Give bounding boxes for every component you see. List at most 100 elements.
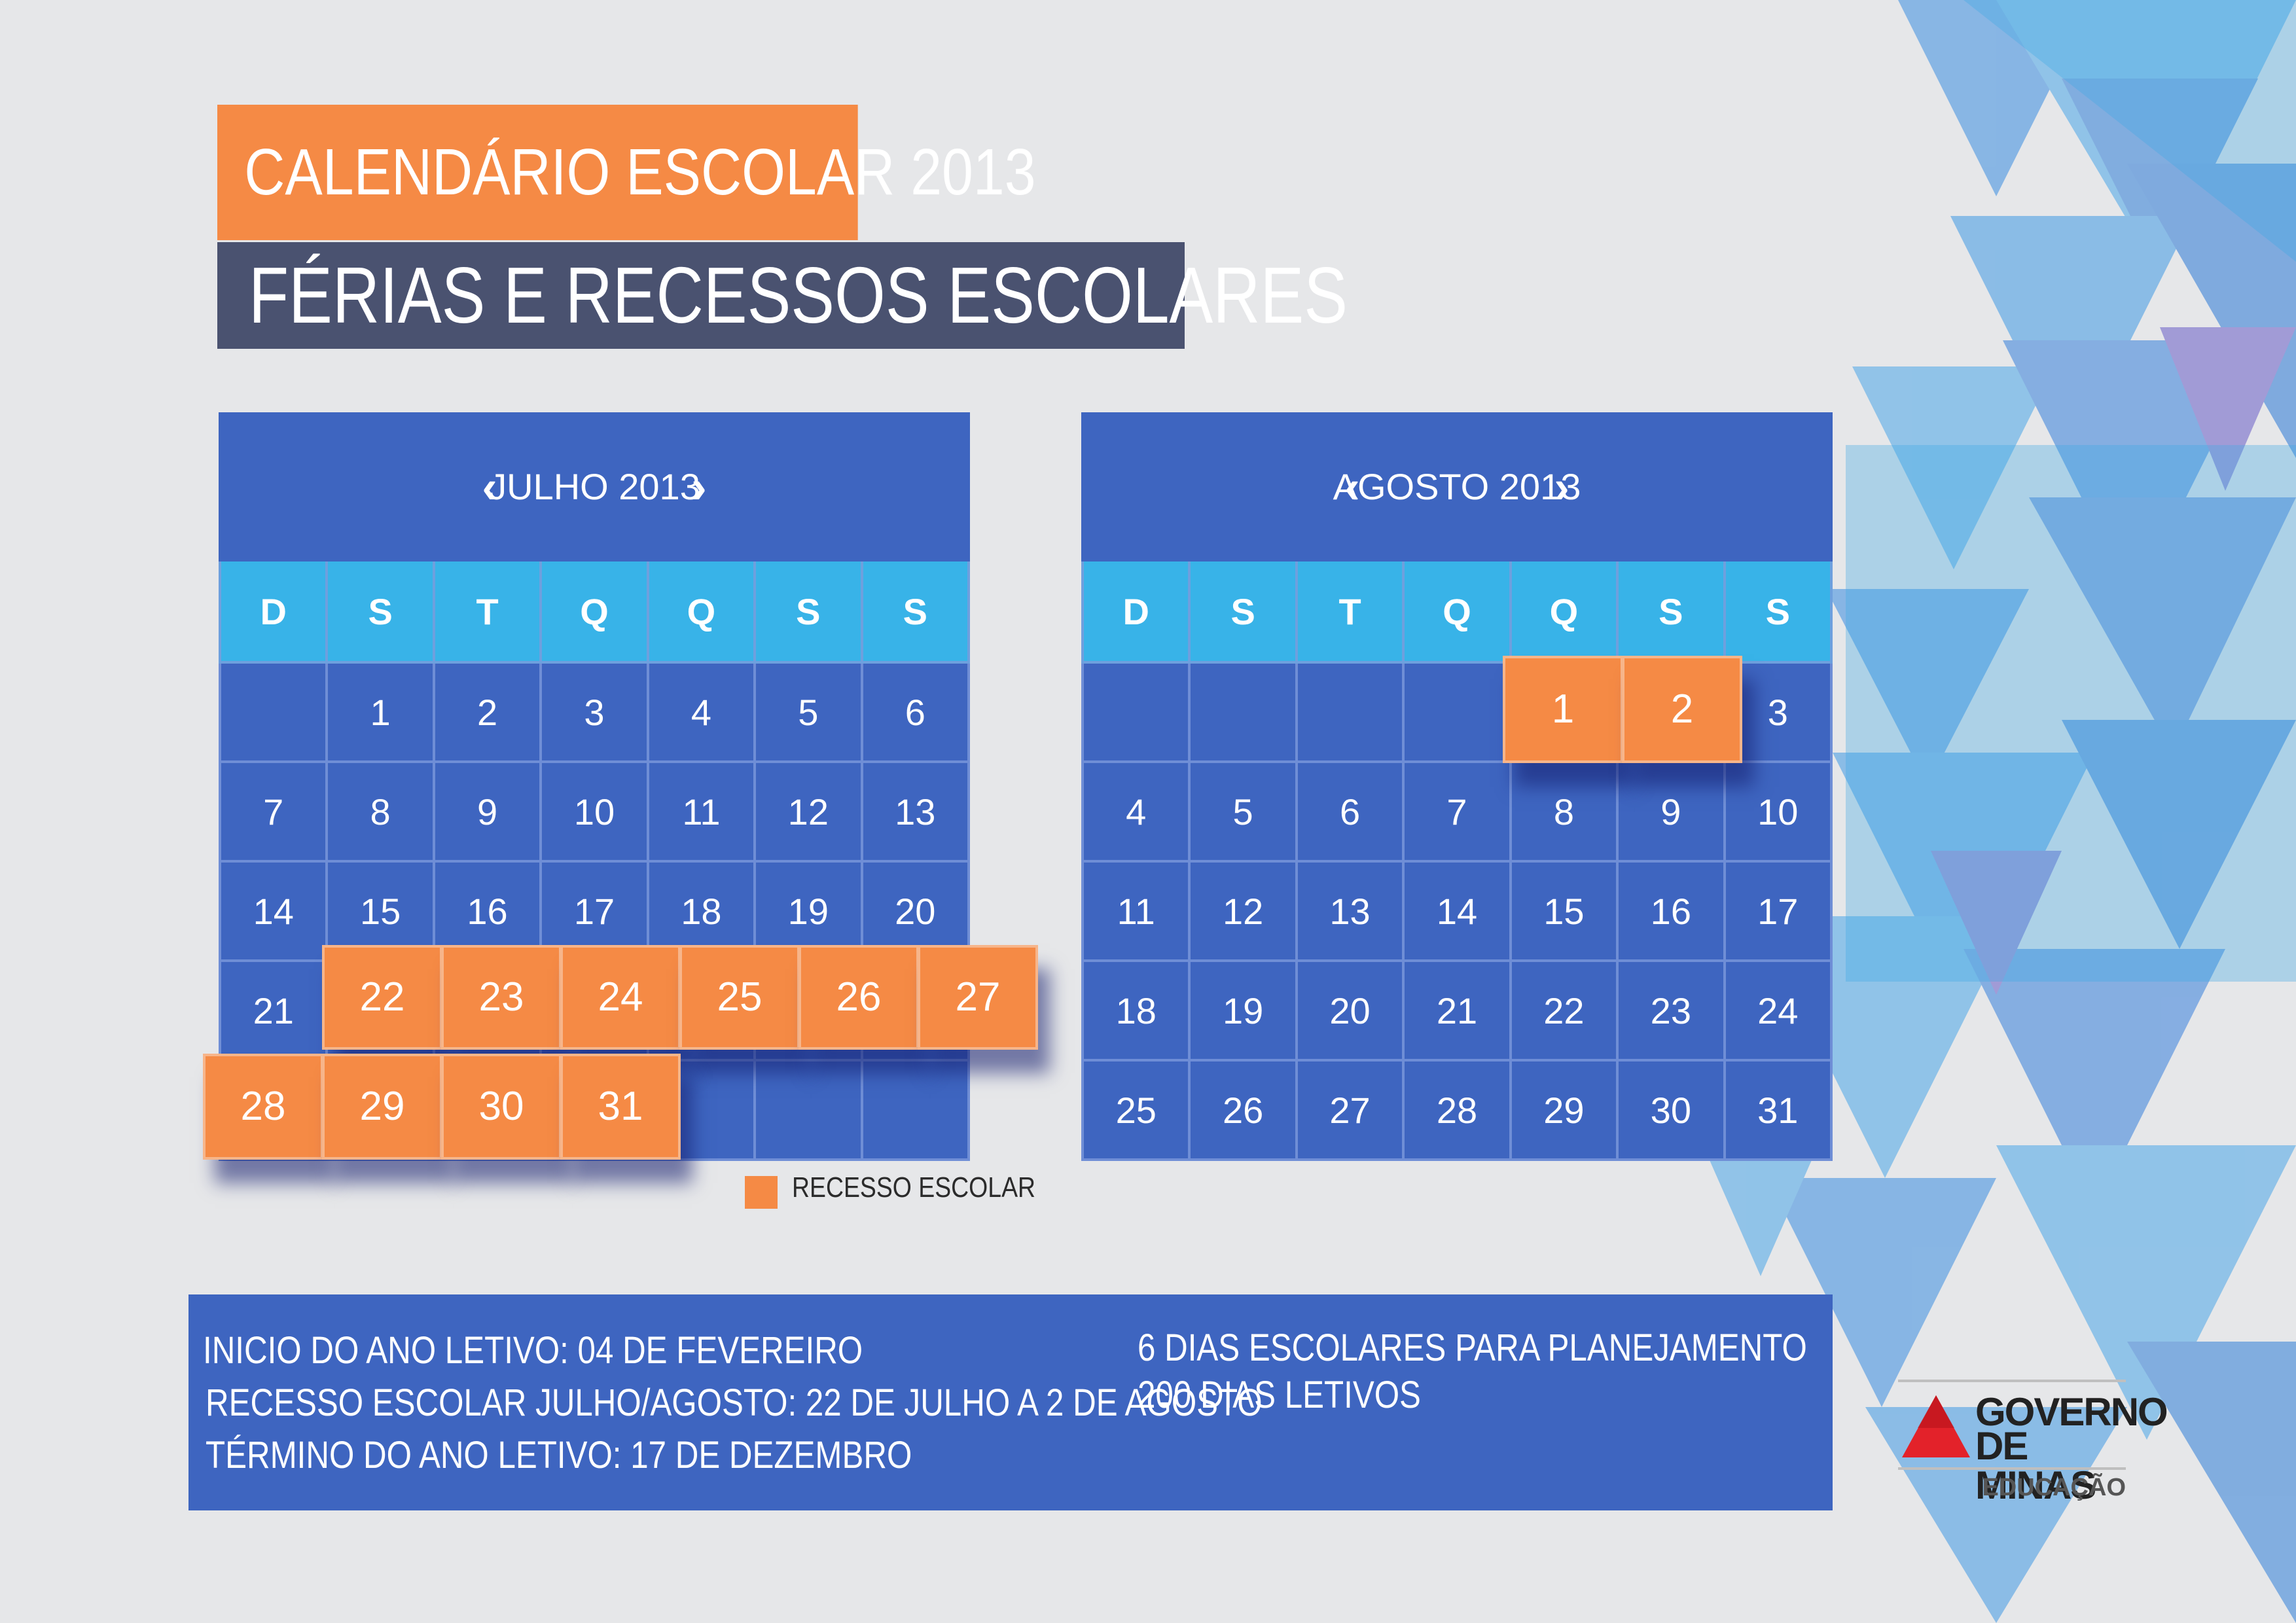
week-row: 1 2 3 4 5 6 [218,661,971,763]
day-cell[interactable]: 11 [1081,860,1191,962]
weekday-label: D [1081,562,1191,664]
recess-day-cell[interactable]: 22 [322,945,442,1050]
day-cell[interactable]: 19 [1188,959,1298,1061]
day-cell[interactable]: 25 [1081,1059,1191,1161]
recess-day-cell[interactable]: 28 [203,1054,323,1160]
recess-day-cell[interactable]: 2 [1622,656,1742,763]
day-cell[interactable]: 31 [1723,1059,1833,1161]
weekday-label: S [325,562,435,664]
week-row: 7 8 9 10 11 12 13 [218,760,971,863]
logo-text-line1: GOVERNO [1975,1390,2168,1434]
day-cell[interactable] [1188,661,1298,763]
recess-day-cell[interactable]: 29 [322,1054,442,1160]
day-cell[interactable]: 14 [1402,860,1512,962]
recess-day-cell[interactable]: 26 [798,945,919,1050]
day-cell[interactable] [218,661,329,763]
day-cell[interactable] [860,1059,971,1161]
day-cell[interactable]: 15 [1509,860,1619,962]
day-cell[interactable] [1081,661,1191,763]
weekday-label: T [432,562,543,664]
weekday-label: Q [1402,562,1512,664]
calendar-grid: D S T Q Q S S 3 4 5 6 7 8 9 10 11 [1081,562,1833,1161]
day-cell[interactable] [1295,661,1405,763]
chevron-right-icon[interactable]: › [691,461,707,512]
weekday-label: T [1295,562,1405,664]
day-cell[interactable]: 28 [1402,1059,1512,1161]
triangle-logo-icon [1902,1395,1970,1457]
day-cell[interactable]: 12 [753,760,863,863]
day-cell[interactable]: 4 [1081,760,1191,863]
recess-day-cell[interactable]: 1 [1503,656,1623,763]
day-cell[interactable] [753,1059,863,1161]
day-cell[interactable]: 1 [325,661,435,763]
day-cell[interactable]: 18 [1081,959,1191,1061]
chevron-left-icon[interactable]: ‹ [1344,461,1360,512]
day-cell[interactable]: 2 [432,661,543,763]
recess-day-cell[interactable]: 31 [560,1054,681,1160]
day-cell[interactable]: 24 [1723,959,1833,1061]
weekday-label: Q [646,562,757,664]
day-cell[interactable]: 22 [1509,959,1619,1061]
legend-swatch [745,1176,778,1209]
logo-rule [1898,1467,2126,1470]
recess-day-cell[interactable]: 30 [441,1054,562,1160]
day-cell[interactable]: 11 [646,760,757,863]
day-cell[interactable]: 13 [1295,860,1405,962]
chevron-right-icon[interactable]: › [1554,461,1570,512]
day-cell[interactable]: 26 [1188,1059,1298,1161]
weekday-label: S [1616,562,1726,664]
day-cell[interactable]: 14 [218,860,329,962]
legend-label: RECESSO ESCOLAR [792,1171,1036,1204]
weekday-label: S [1723,562,1833,664]
week-row: 11 12 13 14 15 16 17 [1081,860,1833,962]
day-cell[interactable]: 7 [1402,760,1512,863]
weekday-label: S [860,562,971,664]
day-cell[interactable]: 16 [1616,860,1726,962]
day-cell[interactable]: 13 [860,760,971,863]
chevron-left-icon[interactable]: ‹ [482,461,497,512]
day-cell[interactable]: 17 [1723,860,1833,962]
day-cell[interactable]: 9 [432,760,543,863]
calendar-header: ‹ AGOSTO 2013 › [1081,412,1833,562]
calendar-august: ‹ AGOSTO 2013 › D S T Q Q S S 3 4 5 6 7 … [1081,412,1833,1161]
info-line: 200 DIAS LETIVOS [1138,1374,1421,1416]
day-cell[interactable]: 5 [1188,760,1298,863]
day-cell[interactable]: 30 [1616,1059,1726,1161]
day-cell[interactable]: 29 [1509,1059,1619,1161]
governo-de-minas-logo: GOVERNO DE MINAS EDUCAÇÃO [1898,1374,2168,1505]
day-cell[interactable]: 23 [1616,959,1726,1061]
day-cell[interactable]: 21 [1402,959,1512,1061]
week-row: 18 19 20 21 22 23 24 [1081,959,1833,1061]
week-row: 25 26 27 28 29 30 31 [1081,1059,1833,1161]
info-line: INICIO DO ANO LETIVO: 04 DE FEVEREIRO [203,1329,863,1372]
day-cell[interactable]: 7 [218,760,329,863]
day-cell[interactable]: 6 [1295,760,1405,863]
day-cell[interactable]: 3 [539,661,649,763]
day-cell[interactable]: 9 [1616,760,1726,863]
day-cell[interactable]: 21 [218,959,329,1061]
recess-day-cell[interactable]: 23 [441,945,562,1050]
info-line: RECESSO ESCOLAR JULHO/AGOSTO: 22 DE JULH… [206,1382,1263,1424]
week-row: 4 5 6 7 8 9 10 [1081,760,1833,863]
day-cell[interactable]: 5 [753,661,863,763]
day-cell[interactable]: 10 [539,760,649,863]
subtitle-banner: FÉRIAS E RECESSOS ESCOLARES [217,242,1348,349]
day-cell[interactable]: 20 [1295,959,1405,1061]
logo-rule [1898,1380,2126,1382]
month-title: JULHO 2013 [488,466,700,507]
day-cell[interactable]: 10 [1723,760,1833,863]
day-cell[interactable]: 4 [646,661,757,763]
day-cell[interactable]: 27 [1295,1059,1405,1161]
recess-day-cell[interactable]: 25 [679,945,800,1050]
day-cell[interactable]: 8 [325,760,435,863]
recess-day-cell[interactable]: 24 [560,945,681,1050]
weekday-label: S [1188,562,1298,664]
weekday-label: Q [1509,562,1619,664]
day-cell[interactable]: 6 [860,661,971,763]
recess-day-cell[interactable]: 27 [918,945,1038,1050]
weekday-label: Q [539,562,649,664]
day-cell[interactable]: 12 [1188,860,1298,962]
day-cell[interactable]: 8 [1509,760,1619,863]
day-cell[interactable] [1402,661,1512,763]
